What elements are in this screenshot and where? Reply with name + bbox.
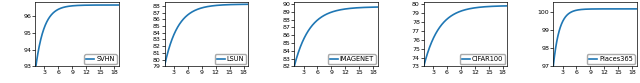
- Legend: SVHN: SVHN: [84, 54, 116, 64]
- Legend: CIFAR100: CIFAR100: [460, 54, 506, 64]
- Legend: LSUN: LSUN: [215, 54, 246, 64]
- Legend: IMAGENET: IMAGENET: [328, 54, 376, 64]
- Legend: Places365: Places365: [587, 54, 635, 64]
